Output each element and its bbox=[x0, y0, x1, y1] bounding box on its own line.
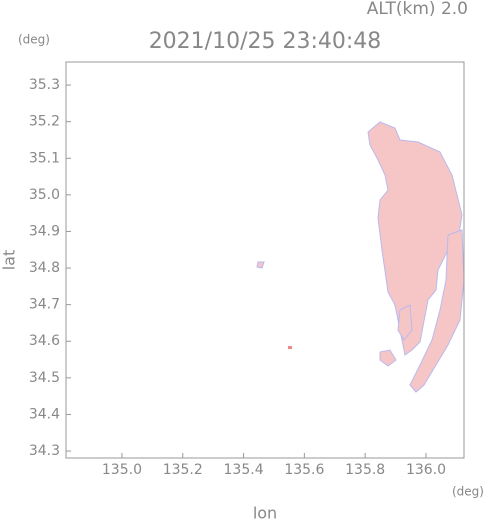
altitude: ALT(km) 2.0 bbox=[367, 0, 468, 19]
x-axis-label: lon bbox=[253, 504, 277, 522]
y-unit: (deg) bbox=[18, 33, 50, 47]
x-tick-label: 135.6 bbox=[284, 462, 324, 478]
y-tick-label: 35.3 bbox=[29, 77, 60, 93]
echo-area bbox=[256, 121, 465, 393]
y-tick-label: 34.6 bbox=[29, 333, 60, 349]
x-tick-label: 136.0 bbox=[406, 462, 446, 478]
chart-title: 2021/10/25 23:40:48 bbox=[149, 29, 382, 54]
y-tick-label: 35.0 bbox=[29, 187, 60, 203]
y-tick-label: 34.3 bbox=[29, 443, 60, 459]
y-tick-label: 34.4 bbox=[29, 406, 60, 422]
x-tick-label: 135.8 bbox=[345, 462, 385, 478]
y-tick-label: 34.5 bbox=[29, 370, 60, 386]
x-unit: (deg) bbox=[452, 485, 484, 499]
plot-frame bbox=[65, 61, 465, 459]
y-tick-label: 34.9 bbox=[29, 223, 60, 239]
y-tick-label: 34.8 bbox=[29, 260, 60, 276]
x-tick-label: 135.0 bbox=[102, 462, 142, 478]
y-axis-label: lat bbox=[0, 250, 19, 271]
echo-dot bbox=[288, 346, 292, 349]
y-tick-label: 35.1 bbox=[29, 150, 60, 166]
y-tick-label: 34.7 bbox=[29, 297, 60, 313]
y-tick-label: 35.2 bbox=[29, 114, 60, 130]
x-tick-label: 135.4 bbox=[224, 462, 264, 478]
x-tick-label: 135.2 bbox=[163, 462, 203, 478]
